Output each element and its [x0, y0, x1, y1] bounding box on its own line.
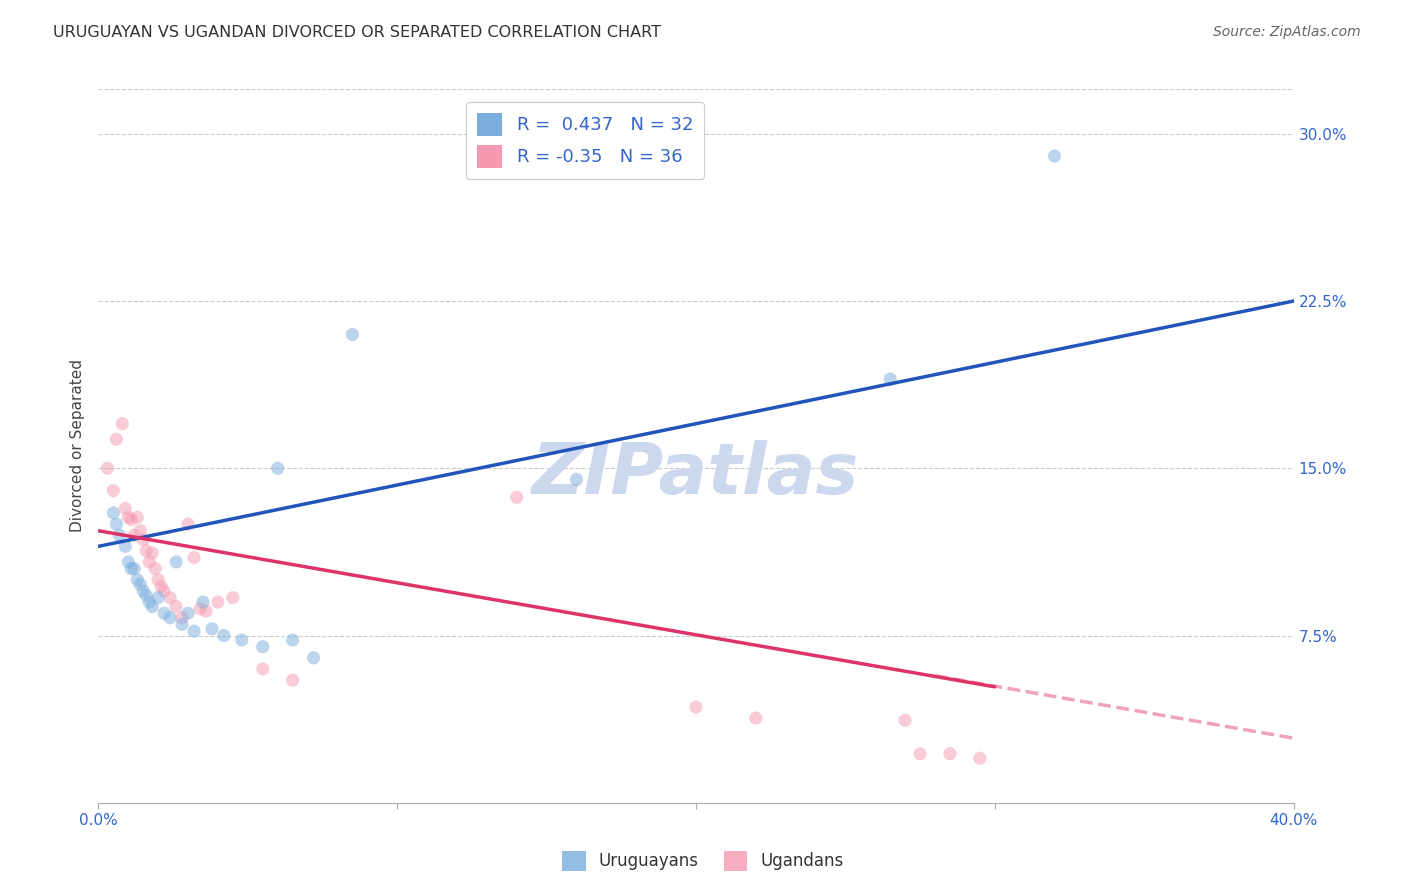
Point [138, 595, 160, 609]
Point [172, 610, 194, 624]
Point [1043, 149, 1066, 163]
Point [191, 595, 214, 609]
Point [969, 751, 991, 765]
Point [135, 543, 157, 558]
Point [302, 651, 325, 665]
Point [177, 607, 200, 621]
Point [172, 617, 194, 632]
Point [342, 327, 364, 342]
Point [127, 510, 149, 524]
Point [183, 550, 205, 565]
Point [195, 604, 218, 618]
Point [135, 589, 157, 603]
Point [153, 607, 176, 621]
Legend: Uruguayans, Ugandans: Uruguayans, Ugandans [555, 844, 851, 878]
Point [685, 699, 707, 714]
Point [105, 516, 128, 531]
Text: URUGUAYAN VS UGANDAN DIVORCED OR SEPARATED CORRELATION CHART: URUGUAYAN VS UGANDAN DIVORCED OR SEPARAT… [53, 25, 661, 40]
Point [159, 610, 181, 624]
Point [96, 461, 118, 475]
Point [103, 506, 125, 520]
Point [183, 624, 205, 639]
Point [117, 510, 139, 524]
Point [165, 599, 187, 614]
Point [141, 599, 163, 614]
Legend: R =  0.437   N = 32, R = -0.35   N = 36: R = 0.437 N = 32, R = -0.35 N = 36 [465, 102, 704, 179]
Point [879, 372, 901, 386]
Point [132, 583, 155, 598]
Point [150, 580, 173, 594]
Point [129, 577, 152, 591]
Text: ZIPatlas: ZIPatlas [533, 440, 859, 509]
Point [129, 524, 152, 538]
Point [111, 417, 134, 431]
Point [252, 662, 274, 676]
Point [894, 714, 917, 728]
Point [120, 512, 142, 526]
Point [222, 591, 245, 605]
Point [148, 591, 170, 605]
Point [124, 528, 146, 542]
Point [281, 673, 304, 687]
Point [114, 539, 136, 553]
Point [201, 622, 224, 636]
Point [138, 555, 160, 569]
Point [114, 501, 136, 516]
Point [506, 490, 529, 504]
Point [132, 533, 155, 547]
Point [148, 573, 170, 587]
Point [159, 591, 181, 605]
Point [103, 483, 125, 498]
Text: Source: ZipAtlas.com: Source: ZipAtlas.com [1213, 25, 1361, 39]
Point [281, 633, 304, 648]
Point [108, 528, 131, 542]
Point [745, 711, 768, 725]
Point [141, 546, 163, 560]
Point [939, 747, 962, 761]
Point [143, 562, 166, 576]
Point [267, 461, 290, 475]
Point [124, 562, 146, 576]
Point [207, 595, 229, 609]
Point [153, 583, 176, 598]
Point [120, 562, 142, 576]
Point [127, 573, 149, 587]
Point [177, 516, 200, 531]
Point [165, 555, 187, 569]
Point [908, 747, 931, 761]
Y-axis label: Divorced or Separated: Divorced or Separated [69, 359, 84, 533]
Point [188, 602, 211, 616]
Point [105, 432, 128, 446]
Point [252, 640, 274, 654]
Point [231, 633, 253, 648]
Point [565, 473, 588, 487]
Point [212, 628, 235, 642]
Point [117, 555, 139, 569]
